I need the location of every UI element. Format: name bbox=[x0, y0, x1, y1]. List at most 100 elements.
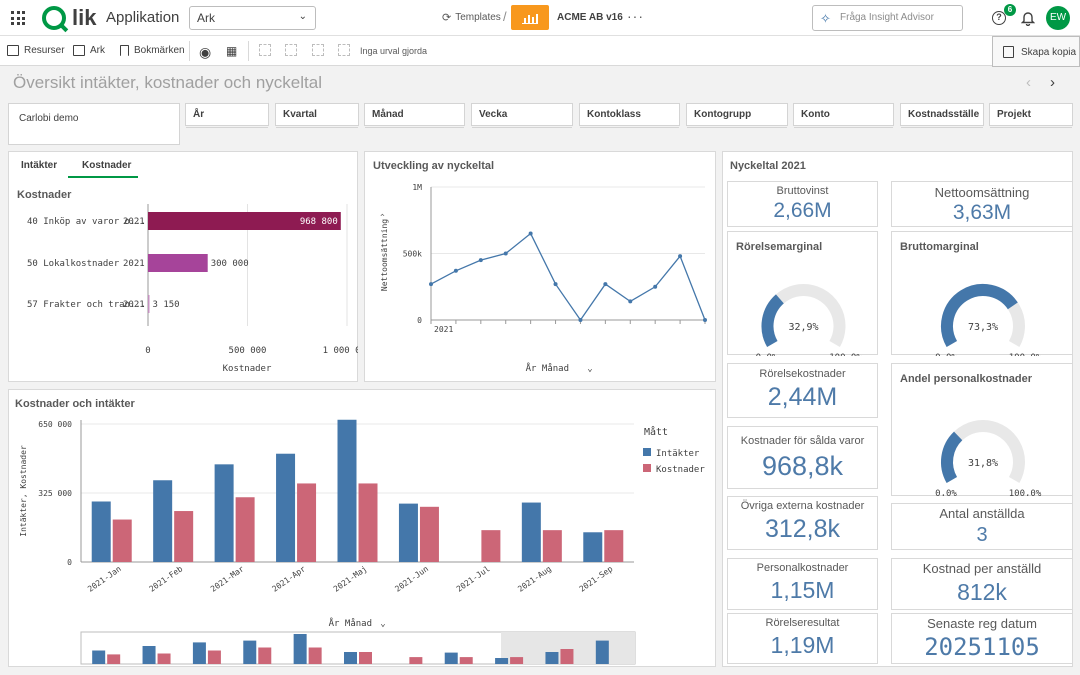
category-label: 50 Lokalkostnader bbox=[27, 259, 120, 269]
trend-line-chart[interactable]: 0 500k 1M 2021 Nettoomsättning › År Månad ⌄ bbox=[364, 175, 716, 382]
kpi-bruttovinst[interactable]: Bruttovinst 2,66M bbox=[727, 181, 878, 227]
x-tick-label: 2021-Feb bbox=[148, 564, 185, 594]
resources-icon bbox=[7, 45, 19, 56]
selection-zoom-icon[interactable] bbox=[259, 44, 271, 56]
chevron-down-icon: ⌄ bbox=[298, 11, 307, 22]
analyze-button[interactable] bbox=[511, 5, 549, 30]
selection-forward-icon[interactable] bbox=[312, 44, 324, 56]
minimap-bar bbox=[545, 652, 559, 664]
trend-point bbox=[703, 318, 707, 322]
trend-point bbox=[553, 282, 558, 287]
kpi-rorelsekostnader[interactable]: Rörelsekostnader 2,44M bbox=[727, 363, 878, 418]
qlik-logo[interactable]: lik bbox=[42, 4, 96, 32]
minimap-bar bbox=[495, 658, 509, 664]
minimap-bar bbox=[308, 647, 322, 664]
x-tick-label: 2021-Aug bbox=[516, 564, 553, 594]
kpi-label: Rörelseresultat bbox=[765, 617, 840, 629]
avatar[interactable]: EW bbox=[1046, 6, 1070, 30]
gauge-andel-personal[interactable]: Andel personalkostnader 31,8% 0,0% 100,0% bbox=[891, 363, 1073, 496]
gauge-title: Rörelsemarginal bbox=[736, 241, 823, 253]
cost-bar bbox=[112, 519, 132, 562]
app-name[interactable]: ACME AB v16 bbox=[557, 12, 623, 23]
kpi-ovriga-externa[interactable]: Övriga externa kostnader 312,8k bbox=[727, 496, 878, 550]
sheets-button[interactable]: Ark bbox=[73, 45, 105, 56]
more-menu-icon[interactable]: ··· bbox=[627, 8, 644, 24]
cost-bar bbox=[148, 295, 150, 313]
y-axis-title: Intäkter, Kostnader bbox=[19, 445, 28, 537]
x-axis-title: År Månad bbox=[526, 362, 569, 374]
gauge-min-label: 0,0% bbox=[756, 353, 778, 356]
minimap-bar bbox=[459, 657, 473, 664]
selection-back-icon[interactable] bbox=[285, 44, 297, 56]
kpi-nettoomsattning[interactable]: Nettoomsättning 3,63M bbox=[891, 181, 1073, 227]
filter-account-class[interactable]: Kontoklass bbox=[579, 103, 680, 128]
minimap-bar bbox=[207, 650, 221, 664]
eye-icon[interactable]: ◉ bbox=[199, 44, 212, 60]
revenue-bar bbox=[398, 503, 418, 562]
clear-selections-icon[interactable] bbox=[338, 44, 350, 56]
gauge-bruttomarginal[interactable]: Bruttomarginal 73,3% 0,0% 100,0% bbox=[891, 231, 1073, 356]
filter-month[interactable]: Månad bbox=[364, 103, 465, 128]
filter-quarter[interactable]: Kvartal bbox=[275, 103, 359, 128]
kpi-kostnader-salda-varor[interactable]: Kostnader för sålda varor 968,8k bbox=[727, 426, 878, 489]
filter-project[interactable]: Projekt bbox=[989, 103, 1073, 128]
kpi-antal-anstallda[interactable]: Antal anställda 3 bbox=[891, 503, 1073, 550]
bar-value-label: 3 150 bbox=[153, 300, 180, 310]
combo-bar-chart[interactable]: 0 325 000 650 000 2021-Jan 2021-Feb 2021-Mar 2… bbox=[8, 410, 716, 667]
bookmarks-button[interactable]: Bokmärken bbox=[120, 45, 185, 56]
bell-icon[interactable] bbox=[1021, 10, 1035, 26]
templates-link[interactable]: ⟳ Templates bbox=[442, 11, 501, 24]
create-copy-button[interactable]: Skapa kopia bbox=[992, 36, 1080, 67]
minimap-bar bbox=[92, 650, 106, 664]
revenue-bar bbox=[153, 480, 173, 562]
kpi-personalkostnader[interactable]: Personalkostnader 1,15M bbox=[727, 558, 878, 610]
layout-grid-icon[interactable]: ▦ bbox=[226, 44, 238, 58]
minimap-bar bbox=[293, 634, 307, 664]
apps-grid-icon[interactable] bbox=[11, 11, 25, 25]
resources-button[interactable]: Resurser bbox=[7, 45, 65, 56]
trend-line bbox=[430, 232, 706, 322]
y-tick-label: 0 bbox=[67, 558, 72, 567]
gauge-min-label: 0,0% bbox=[935, 353, 957, 356]
x-tick-label: 2021-Maj bbox=[332, 564, 369, 593]
insight-advisor-search[interactable]: ✧ Fråga Insight Advisor bbox=[812, 5, 963, 31]
trend-panel bbox=[364, 151, 716, 382]
revenue-bar bbox=[521, 502, 541, 562]
year-label: 2021 bbox=[123, 259, 145, 269]
tab-revenue[interactable]: Intäkter bbox=[21, 160, 58, 171]
kpi-senaste-reg-datum[interactable]: Senaste reg datum 20251105 bbox=[891, 613, 1073, 664]
next-sheet-icon[interactable]: › bbox=[1050, 74, 1055, 91]
help-icon[interactable]: ? bbox=[992, 11, 1006, 25]
x-tick-label: 2021-Mar bbox=[209, 564, 246, 594]
filter-account-group[interactable]: Kontogrupp bbox=[686, 103, 788, 128]
sheets-label: Ark bbox=[90, 45, 105, 56]
minimap-bar bbox=[258, 647, 272, 664]
previous-sheet-icon[interactable]: ‹ bbox=[1026, 74, 1031, 91]
trend-point bbox=[628, 299, 633, 304]
breadcrumb-separator: / bbox=[503, 9, 507, 24]
filter-cost-center[interactable]: Kostnadsställe bbox=[900, 103, 984, 128]
x-axis-title: År Månad bbox=[329, 617, 372, 629]
kpi-rorelseresultat[interactable]: Rörelseresultat 1,19M bbox=[727, 613, 878, 664]
gauge-rorelsemarginal[interactable]: Rörelsemarginal 32,9% 0,0% 100,0% bbox=[727, 231, 878, 356]
gauge-value: 73,3% bbox=[968, 322, 998, 333]
kpi-label: Antal anställda bbox=[939, 506, 1025, 521]
kpi-kostnad-per-anstalld[interactable]: Kostnad per anställd 812k bbox=[891, 558, 1073, 610]
filter-account[interactable]: Konto bbox=[793, 103, 894, 128]
templates-label: Templates bbox=[455, 12, 501, 23]
tab-costs[interactable]: Kostnader bbox=[82, 160, 132, 171]
trend-point bbox=[528, 231, 533, 236]
toolbar: Resurser Ark Bokmärken ◉ ▦ Inga urval gj… bbox=[0, 36, 1080, 66]
minimap-bar bbox=[142, 646, 156, 664]
filter-year[interactable]: År bbox=[185, 103, 269, 128]
kpi-value: 20251105 bbox=[924, 633, 1040, 661]
trend-point bbox=[603, 282, 608, 287]
y-tick-label: 500k bbox=[403, 250, 422, 259]
year-label: 2021 bbox=[123, 217, 145, 227]
sheet-dropdown[interactable]: Ark ⌄ bbox=[189, 6, 316, 30]
bar-value-label: 300 000 bbox=[211, 259, 249, 269]
demo-text-box: Carlobi demo bbox=[8, 103, 180, 145]
filter-week[interactable]: Vecka bbox=[471, 103, 573, 128]
kpi-label: Senaste reg datum bbox=[927, 616, 1037, 631]
